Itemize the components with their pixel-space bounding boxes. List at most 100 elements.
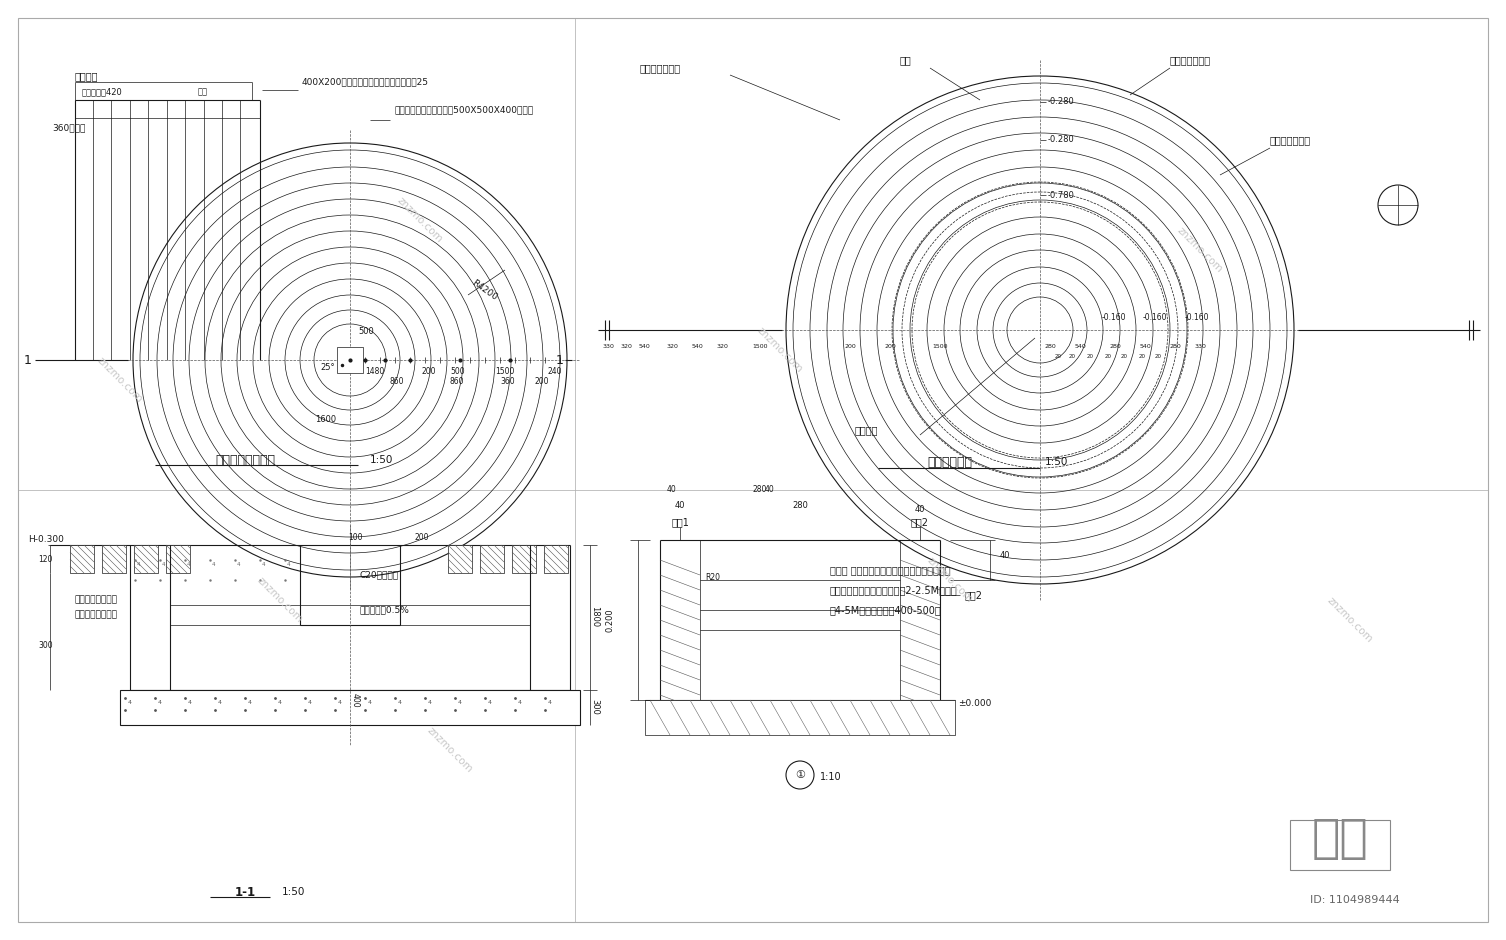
- Text: 360宽环沟: 360宽环沟: [53, 123, 86, 133]
- Text: 20: 20: [1139, 353, 1146, 358]
- Text: 说明： 旱地喷況由三圈小直流喷头和一中心大: 说明： 旱地喷況由三圈小直流喷头和一中心大: [830, 565, 950, 575]
- Text: znzmo.com: znzmo.com: [396, 196, 444, 244]
- Text: 4: 4: [236, 562, 241, 568]
- Text: 200: 200: [845, 343, 855, 349]
- Text: 400: 400: [351, 693, 360, 707]
- Text: 循环水池顶盖中心处预留500X500X400深方坑: 循环水池顶盖中心处预留500X500X400深方坑: [395, 105, 535, 115]
- Text: znzmo.com: znzmo.com: [756, 325, 804, 375]
- Text: 五彩雨花石饰面: 五彩雨花石饰面: [640, 63, 681, 73]
- Text: 镜盖: 镜盖: [901, 55, 911, 65]
- Text: 330: 330: [1194, 343, 1206, 349]
- Text: 240: 240: [548, 368, 563, 377]
- Text: 直流喷头组成，小喷头水流高2-2.5M，大头: 直流喷头组成，小喷头水流高2-2.5M，大头: [830, 585, 958, 595]
- Text: 高4-5M。小喷头间距400-500。: 高4-5M。小喷头间距400-500。: [830, 605, 941, 615]
- Text: 860: 860: [390, 378, 405, 386]
- Text: -0.280: -0.280: [1048, 135, 1075, 145]
- Text: 4: 4: [367, 699, 372, 704]
- Text: 4: 4: [262, 562, 265, 568]
- Bar: [645, 700, 955, 735]
- Text: 1: 1: [24, 353, 32, 367]
- Text: 200: 200: [422, 368, 437, 377]
- Text: 知未: 知未: [1312, 818, 1369, 863]
- Text: 280: 280: [1108, 343, 1120, 349]
- Text: 360: 360: [500, 378, 515, 386]
- Text: -0.160: -0.160: [1102, 314, 1126, 322]
- Text: H-0.300: H-0.300: [29, 536, 63, 544]
- Text: 集水坑，与入孔同: 集水坑，与入孔同: [75, 596, 117, 604]
- Text: 500: 500: [450, 368, 465, 377]
- Text: znzmo.com: znzmo.com: [925, 556, 974, 604]
- Text: 4: 4: [218, 699, 221, 704]
- Text: znzmo.com: znzmo.com: [95, 355, 145, 404]
- Text: -0.160: -0.160: [1143, 314, 1167, 322]
- Text: ID: 1104989444: ID: 1104989444: [1310, 895, 1401, 905]
- Text: 330: 330: [602, 343, 614, 349]
- Text: 4: 4: [279, 699, 282, 704]
- Text: 1-1: 1-1: [235, 885, 256, 899]
- Text: 旱地喷況环沟平面: 旱地喷況环沟平面: [215, 453, 276, 466]
- Text: 860: 860: [450, 378, 464, 386]
- Text: 循环水池: 循环水池: [75, 71, 98, 81]
- Text: znzmo.com: znzmo.com: [1325, 595, 1375, 645]
- Text: 40: 40: [667, 485, 676, 494]
- Text: -0.160: -0.160: [1185, 314, 1209, 322]
- Bar: [512, 545, 536, 573]
- Text: 1: 1: [556, 353, 563, 367]
- Text: 4: 4: [158, 699, 163, 704]
- Text: 540: 540: [1074, 343, 1086, 349]
- Text: 1:50: 1:50: [370, 455, 393, 465]
- Text: 4: 4: [187, 562, 190, 568]
- Text: 280: 280: [792, 500, 807, 509]
- Text: 0.200: 0.200: [605, 608, 614, 632]
- Text: ±0.000: ±0.000: [958, 698, 991, 708]
- Text: 4: 4: [163, 562, 166, 568]
- Text: 100: 100: [348, 532, 363, 541]
- Text: 20: 20: [1155, 353, 1161, 358]
- Text: 4: 4: [488, 699, 492, 704]
- Text: 1500: 1500: [495, 368, 515, 377]
- Text: 做法2: 做法2: [911, 517, 929, 527]
- Text: ①: ①: [795, 770, 806, 780]
- Text: 4: 4: [337, 699, 342, 704]
- Text: 入孔: 入孔: [197, 87, 208, 97]
- Text: 4: 4: [288, 562, 291, 568]
- Text: 40: 40: [765, 485, 774, 494]
- Text: 300: 300: [590, 699, 599, 715]
- Text: 4: 4: [548, 699, 553, 704]
- Text: 320: 320: [666, 343, 678, 349]
- Text: 40: 40: [675, 500, 685, 509]
- Text: 一位置，同一大小: 一位置，同一大小: [75, 610, 117, 619]
- Text: 特制鐵蓖: 特制鐵蓖: [855, 425, 878, 435]
- Text: 40: 40: [1000, 551, 1011, 559]
- Text: 500: 500: [358, 327, 373, 337]
- Bar: [102, 545, 127, 573]
- Text: 4: 4: [428, 699, 432, 704]
- Text: 20: 20: [1104, 353, 1111, 358]
- Text: 白色花岗岩饰面: 白色花岗岩饰面: [1270, 135, 1312, 145]
- Text: 4: 4: [398, 699, 402, 704]
- Text: 做法2: 做法2: [965, 590, 983, 600]
- Text: R4200: R4200: [470, 278, 498, 302]
- Text: 1500: 1500: [753, 343, 768, 349]
- Bar: [134, 545, 158, 573]
- Text: 540: 540: [691, 343, 703, 349]
- Text: 4: 4: [128, 699, 133, 704]
- Text: 400X200（高）过水孔，孔底面高出沟帪25: 400X200（高）过水孔，孔底面高出沟帪25: [303, 77, 429, 86]
- Bar: [480, 545, 505, 573]
- Text: 4: 4: [188, 699, 191, 704]
- Text: 做法1: 做法1: [672, 517, 688, 527]
- Text: 20: 20: [1068, 353, 1075, 358]
- Bar: [120, 690, 580, 725]
- Text: znzmo.com: znzmo.com: [425, 726, 474, 775]
- Text: 1600: 1600: [315, 415, 336, 425]
- Text: 4: 4: [137, 562, 140, 568]
- Text: 1:50: 1:50: [1045, 457, 1068, 467]
- Bar: [69, 545, 93, 573]
- Text: 20: 20: [1054, 353, 1062, 358]
- Text: 4: 4: [458, 699, 462, 704]
- Text: 25°: 25°: [319, 364, 334, 372]
- Text: -0.780: -0.780: [1048, 191, 1075, 199]
- Bar: [166, 545, 190, 573]
- Text: 280: 280: [1169, 343, 1181, 349]
- Text: 褐色广场砖装饰: 褐色广场砖装饰: [1170, 55, 1211, 65]
